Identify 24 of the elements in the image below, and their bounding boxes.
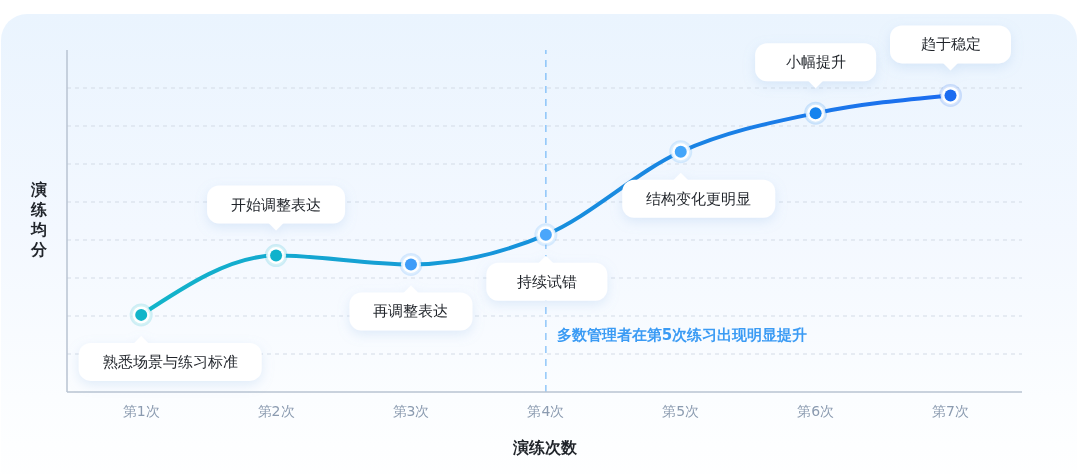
x-tick-label: 第7次 [932,402,969,419]
x-tick-label: 第4次 [527,402,565,419]
annotation: 再调整表达 [373,302,449,321]
x-tick-label: 第3次 [392,402,430,419]
point [939,83,963,107]
annotation: 持续试错 [516,272,577,291]
point [669,140,693,164]
x-tick-label: 第5次 [662,402,700,419]
x-tick-label: 第6次 [797,402,835,419]
point [804,101,828,125]
point [399,252,423,276]
point [129,303,153,327]
ref-line-label: 多数管理者在第5次练习出现明显提升 [556,326,808,344]
x-axis-title: 演练次数 [511,438,578,459]
annotation: 结构变化更明显 [646,189,752,208]
x-tick-label: 第1次 [122,402,160,419]
y-axis-title: 演练均分 [31,180,48,260]
point [534,223,558,247]
annotation: 熟悉场景与练习标准 [102,352,238,371]
annotation: 开始调整表达 [231,195,322,214]
annotation: 趋于稳定 [920,35,981,54]
annotation: 小幅提升 [785,53,846,72]
x-tick-label: 第2次 [257,402,295,419]
point [264,244,288,268]
